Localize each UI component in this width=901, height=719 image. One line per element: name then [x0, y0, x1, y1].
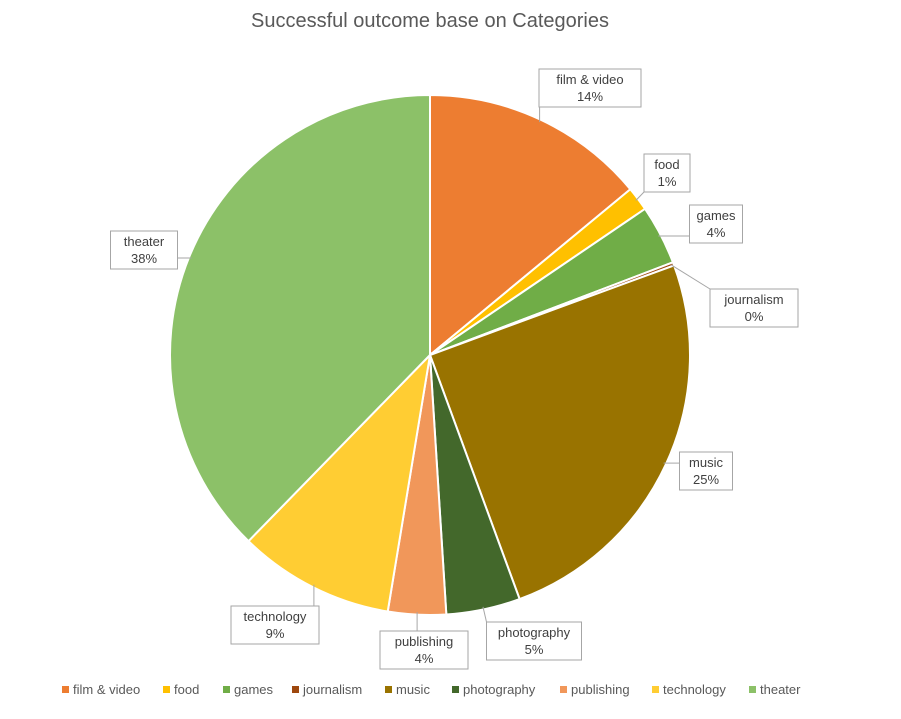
legend-label-film-video: film & video	[73, 682, 140, 697]
legend-swatch-theater	[749, 686, 756, 693]
data-label-category-journalism: journalism	[723, 292, 783, 307]
legend-swatch-photography	[452, 686, 459, 693]
pie-slice-technology	[247, 352, 432, 613]
chart-title: Successful outcome base on Categories	[251, 10, 609, 32]
leader-line-food	[635, 191, 645, 201]
label-box-photography	[486, 621, 582, 661]
data-label-category-theater: theater	[124, 234, 165, 249]
data-label-percent-film-video: 14%	[577, 89, 603, 104]
legend-label-music: music	[396, 682, 430, 697]
legend-label-games: games	[234, 682, 274, 697]
data-label-percent-journalism: 0%	[745, 309, 764, 324]
legend: film & video food games journalism music phot…	[62, 682, 801, 697]
data-label-percent-technology: 9%	[266, 626, 285, 641]
legend-swatch-music	[385, 686, 392, 693]
legend-label-photography: photography	[463, 682, 536, 697]
label-box-technology	[230, 605, 320, 645]
data-label-percent-theater: 38%	[131, 251, 157, 266]
legend-label-theater: theater	[760, 682, 801, 697]
leader-line-photography	[482, 606, 487, 623]
data-labels: film & video 14% food 1% games 4% journalism 0%…	[110, 68, 799, 670]
legend-label-publishing: publishing	[571, 682, 630, 697]
pie-slice-film-video	[429, 93, 632, 358]
data-label-percent-publishing: 4%	[415, 651, 434, 666]
data-label-category-music: music	[689, 455, 723, 470]
legend-swatch-games	[223, 686, 230, 693]
data-label-category-technology: technology	[244, 609, 307, 624]
data-label-percent-games: 4%	[707, 225, 726, 240]
data-label-percent-music: 25%	[693, 472, 719, 487]
data-label-category-photography: photography	[498, 625, 571, 640]
data-label-category-games: games	[696, 208, 736, 223]
pie-slice-theater	[169, 93, 431, 543]
pie-slice-music	[428, 264, 691, 601]
data-label-category-film-video: film & video	[556, 72, 623, 87]
label-box-food	[643, 153, 691, 193]
legend-swatch-publishing	[560, 686, 567, 693]
label-box-film-video	[538, 68, 642, 108]
label-box-publishing	[379, 630, 469, 670]
data-label-category-publishing: publishing	[395, 634, 454, 649]
data-label-percent-food: 1%	[658, 174, 677, 189]
legend-swatch-technology	[652, 686, 659, 693]
data-label-category-food: food	[654, 157, 679, 172]
label-box-games	[689, 204, 743, 244]
label-box-journalism	[709, 288, 799, 328]
label-box-theater	[110, 230, 178, 270]
legend-label-journalism: journalism	[302, 682, 362, 697]
legend-label-food: food	[174, 682, 199, 697]
data-label-percent-photography: 5%	[525, 642, 544, 657]
pie-slices	[169, 93, 691, 616]
legend-swatch-film-video	[62, 686, 69, 693]
leader-line-journalism	[670, 264, 711, 290]
legend-swatch-journalism	[292, 686, 299, 693]
label-box-music	[679, 451, 733, 491]
legend-label-technology: technology	[663, 682, 726, 697]
legend-swatch-food	[163, 686, 170, 693]
